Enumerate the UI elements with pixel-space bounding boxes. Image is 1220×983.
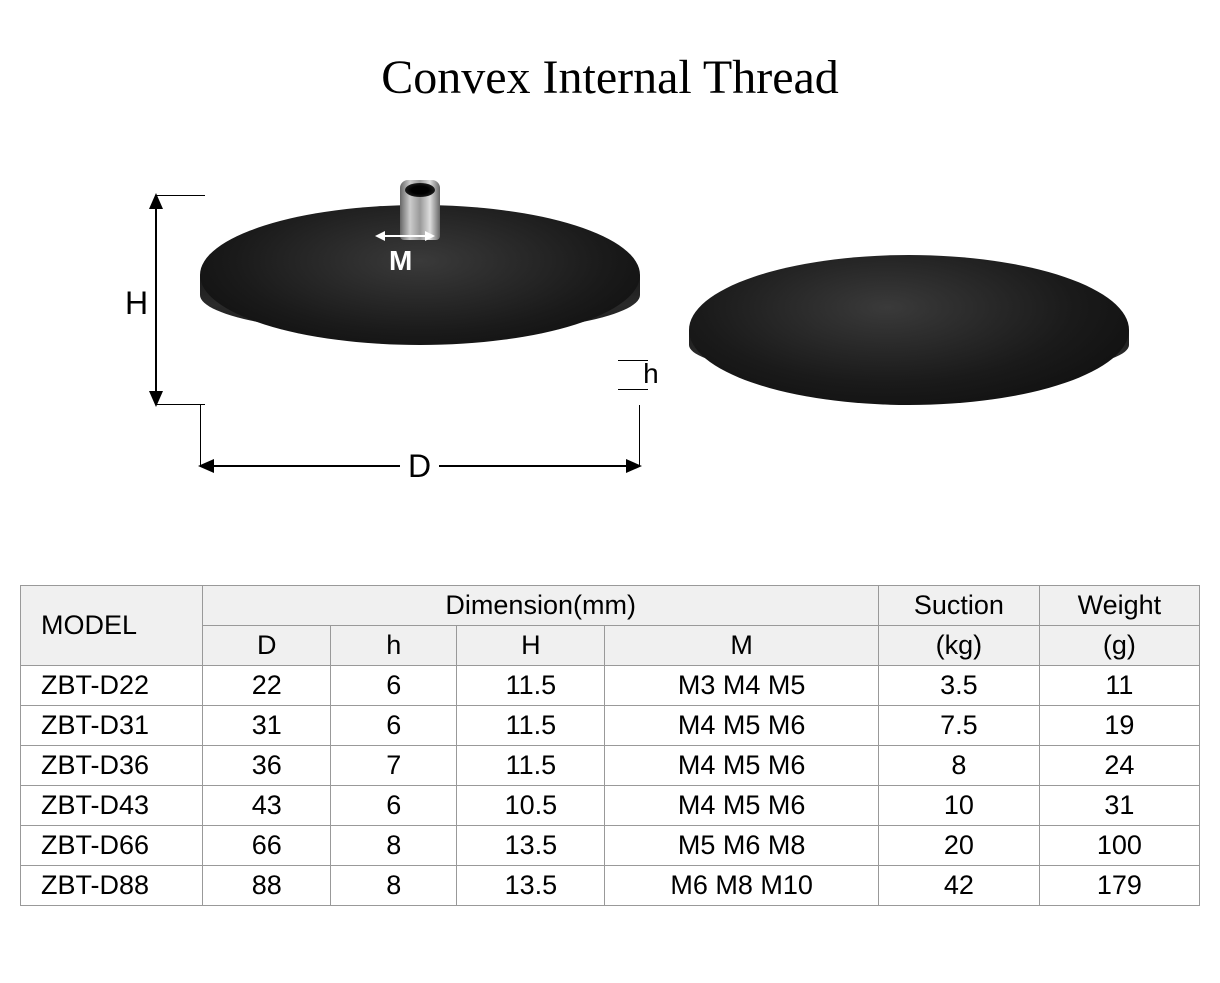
cell-D: 31 [203, 706, 331, 746]
cell-model: ZBT-D36 [21, 746, 203, 786]
diagram-area: H D M h [20, 165, 1200, 525]
cell-H: 11.5 [457, 666, 605, 706]
cell-model: ZBT-D31 [21, 706, 203, 746]
cell-weight: 24 [1039, 746, 1199, 786]
disc-bottom-view [678, 195, 1140, 495]
cell-H: 11.5 [457, 746, 605, 786]
table-row: ZBT-D3636711.5M4 M5 M6824 [21, 746, 1200, 786]
cell-h: 8 [331, 866, 457, 906]
table-row: ZBT-D6666813.5M5 M6 M820100 [21, 826, 1200, 866]
table-row: ZBT-D2222611.5M3 M4 M53.511 [21, 666, 1200, 706]
cell-M: M5 M6 M8 [605, 826, 879, 866]
cell-M: M4 M5 M6 [605, 786, 879, 826]
cell-weight: 179 [1039, 866, 1199, 906]
dimension-D: D [200, 445, 640, 485]
header-M: M [605, 626, 879, 666]
header-dimension: Dimension(mm) [203, 586, 879, 626]
cell-suction: 42 [878, 866, 1039, 906]
label-H: H [125, 285, 148, 322]
table-row: ZBT-D3131611.5M4 M5 M67.519 [21, 706, 1200, 746]
cell-M: M4 M5 M6 [605, 746, 879, 786]
header-weight: Weight [1039, 586, 1199, 626]
header-h: h [331, 626, 457, 666]
cell-suction: 3.5 [878, 666, 1039, 706]
cell-H: 11.5 [457, 706, 605, 746]
cell-M: M6 M8 M10 [605, 866, 879, 906]
dimension-H: H [135, 195, 175, 405]
spec-table: MODEL Dimension(mm) Suction Weight D h H… [20, 585, 1200, 906]
cell-suction: 10 [878, 786, 1039, 826]
header-H: H [457, 626, 605, 666]
cell-suction: 8 [878, 746, 1039, 786]
header-suction: Suction [878, 586, 1039, 626]
label-D: D [400, 448, 439, 485]
table-row: ZBT-D8888813.5M6 M8 M1042179 [21, 866, 1200, 906]
page-title: Convex Internal Thread [20, 50, 1200, 105]
header-suction-unit: (kg) [878, 626, 1039, 666]
cell-D: 88 [203, 866, 331, 906]
cell-suction: 7.5 [878, 706, 1039, 746]
cell-h: 8 [331, 826, 457, 866]
cell-weight: 11 [1039, 666, 1199, 706]
cell-h: 7 [331, 746, 457, 786]
dimension-h: h [618, 360, 668, 390]
cell-h: 6 [331, 706, 457, 746]
cell-M: M4 M5 M6 [605, 706, 879, 746]
label-M: M [389, 245, 412, 277]
diagram-with-dimensions: H D M h [80, 165, 638, 525]
cell-weight: 31 [1039, 786, 1199, 826]
cell-D: 22 [203, 666, 331, 706]
cell-model: ZBT-D43 [21, 786, 203, 826]
cell-h: 6 [331, 666, 457, 706]
cell-D: 43 [203, 786, 331, 826]
header-model: MODEL [21, 586, 203, 666]
table-row: ZBT-D4343610.5M4 M5 M61031 [21, 786, 1200, 826]
header-weight-unit: (g) [1039, 626, 1199, 666]
cell-D: 66 [203, 826, 331, 866]
label-h: h [643, 358, 659, 390]
header-D: D [203, 626, 331, 666]
cell-H: 13.5 [457, 866, 605, 906]
cell-suction: 20 [878, 826, 1039, 866]
cell-model: ZBT-D22 [21, 666, 203, 706]
cell-weight: 100 [1039, 826, 1199, 866]
disc-with-thread [200, 205, 640, 425]
cell-model: ZBT-D88 [21, 866, 203, 906]
cell-D: 36 [203, 746, 331, 786]
cell-H: 13.5 [457, 826, 605, 866]
cell-M: M3 M4 M5 [605, 666, 879, 706]
cell-model: ZBT-D66 [21, 826, 203, 866]
cell-weight: 19 [1039, 706, 1199, 746]
cell-H: 10.5 [457, 786, 605, 826]
cell-h: 6 [331, 786, 457, 826]
